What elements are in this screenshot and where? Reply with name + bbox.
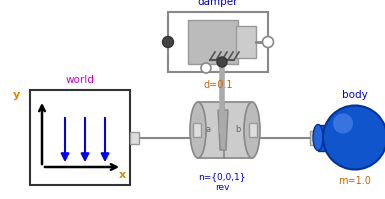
Text: rev: rev bbox=[215, 183, 229, 192]
Circle shape bbox=[263, 36, 273, 48]
Text: x: x bbox=[119, 170, 126, 180]
Bar bbox=[198, 102, 226, 158]
Circle shape bbox=[333, 113, 353, 134]
Bar bbox=[310, 131, 318, 144]
Text: a: a bbox=[206, 126, 211, 135]
Bar bbox=[236, 26, 256, 58]
Text: m=1.0: m=1.0 bbox=[338, 176, 372, 185]
Circle shape bbox=[201, 63, 211, 73]
Bar bbox=[130, 132, 139, 143]
Text: world: world bbox=[65, 75, 94, 85]
Text: body: body bbox=[342, 90, 368, 100]
Text: n={0,0,1}: n={0,0,1} bbox=[198, 172, 246, 181]
Ellipse shape bbox=[244, 102, 260, 158]
Text: d=0.1: d=0.1 bbox=[203, 80, 233, 90]
Circle shape bbox=[217, 57, 227, 67]
Ellipse shape bbox=[190, 102, 206, 158]
Bar bbox=[30, 90, 130, 185]
Bar bbox=[168, 12, 268, 72]
Bar bbox=[193, 123, 201, 137]
Text: b: b bbox=[235, 126, 241, 135]
Circle shape bbox=[162, 36, 174, 48]
Polygon shape bbox=[218, 110, 228, 150]
Circle shape bbox=[323, 105, 385, 170]
Bar bbox=[224, 102, 252, 158]
Bar bbox=[249, 123, 257, 137]
Bar bbox=[318, 125, 340, 150]
Text: y: y bbox=[12, 90, 20, 100]
Bar bbox=[188, 20, 238, 64]
Text: damper: damper bbox=[198, 0, 238, 7]
Ellipse shape bbox=[313, 125, 323, 150]
